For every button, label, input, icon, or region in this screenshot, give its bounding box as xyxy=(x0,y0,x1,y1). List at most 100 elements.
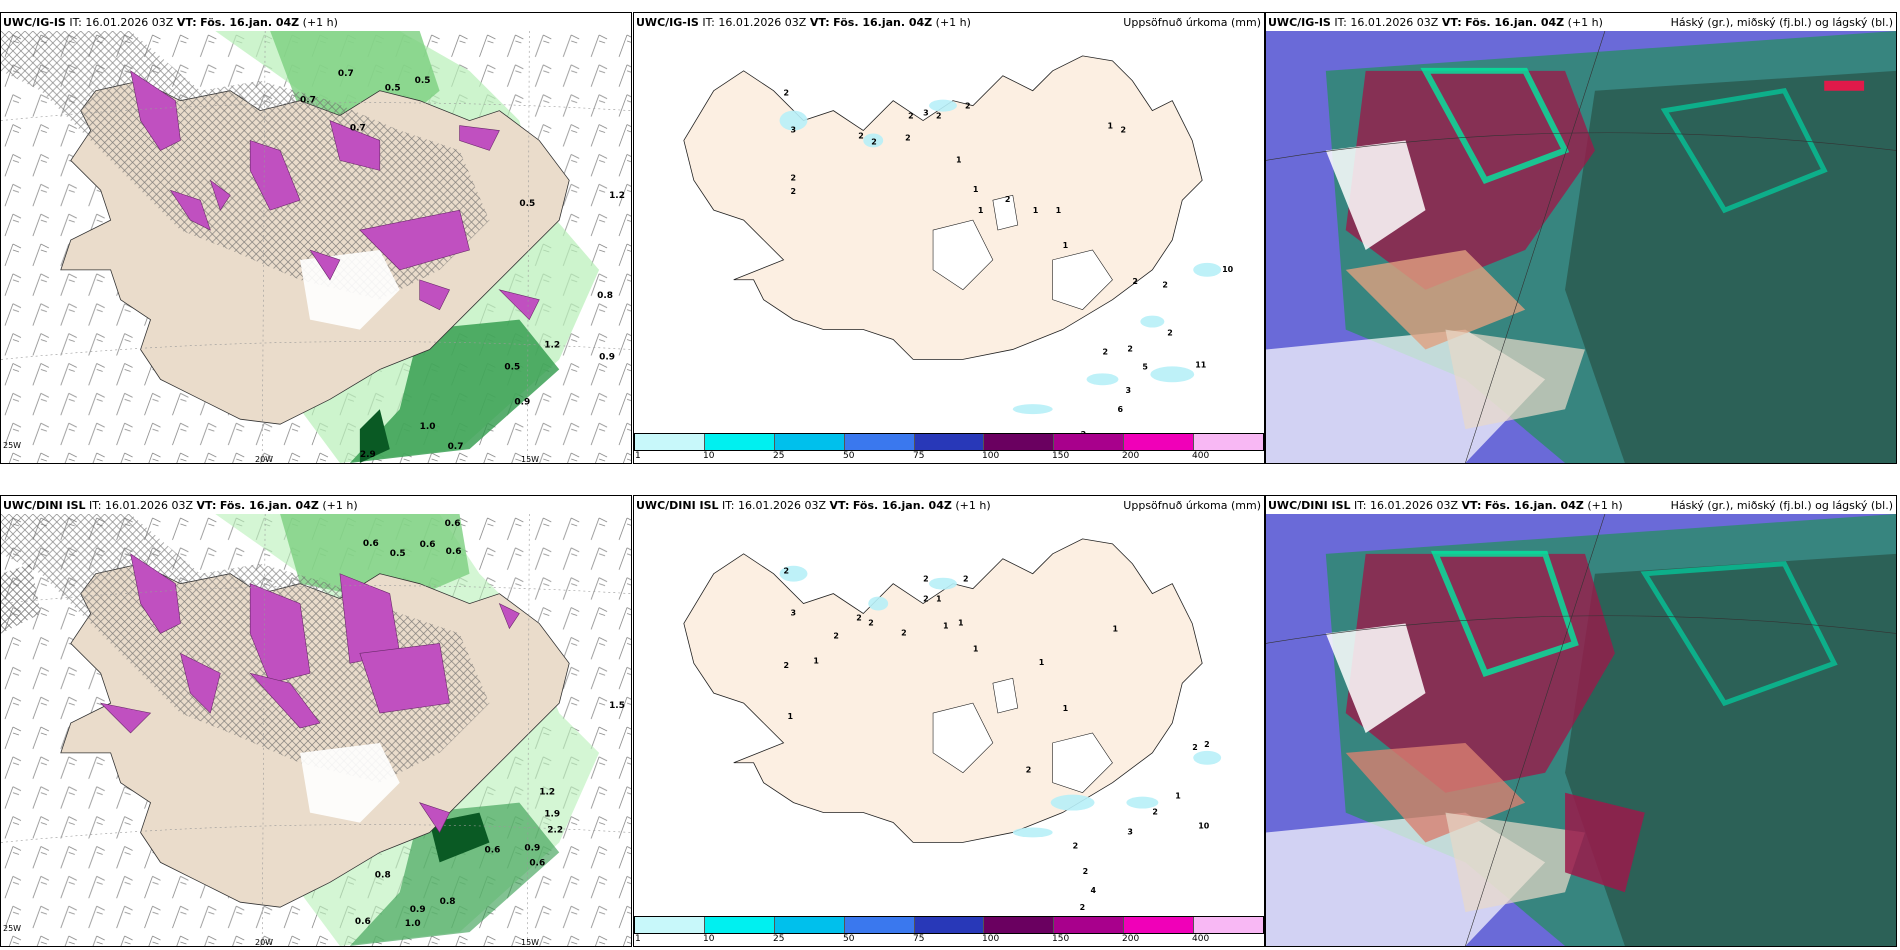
svg-text:0.9: 0.9 xyxy=(599,352,615,362)
scale-segment xyxy=(984,917,1055,933)
panel-top-left: UWC/IG-IS IT: 16.01.2026 03Z VT: Fös. 16… xyxy=(0,12,632,464)
svg-text:0.5: 0.5 xyxy=(519,199,535,209)
svg-text:2: 2 xyxy=(1152,808,1158,817)
scale-segment xyxy=(774,434,845,450)
svg-text:2: 2 xyxy=(784,661,790,670)
svg-text:2: 2 xyxy=(1083,867,1089,876)
cloud-map[interactable] xyxy=(1266,514,1896,946)
panel-header: UWC/IG-IS IT: 16.01.2026 03Z VT: Fös. 16… xyxy=(1268,16,1603,29)
scale-segment xyxy=(1194,434,1264,450)
svg-text:2: 2 xyxy=(936,112,942,121)
scale-segment xyxy=(1124,434,1195,450)
svg-text:1: 1 xyxy=(1063,704,1069,713)
precip-colorscale xyxy=(634,433,1264,451)
svg-text:0.7: 0.7 xyxy=(350,124,366,134)
scale-label: 50 xyxy=(843,934,855,944)
svg-text:0.7: 0.7 xyxy=(300,96,316,106)
cloud-map[interactable] xyxy=(1266,31,1896,463)
svg-text:2: 2 xyxy=(1080,903,1086,912)
svg-text:2: 2 xyxy=(856,613,862,622)
scale-label: 10 xyxy=(703,934,715,944)
svg-text:1: 1 xyxy=(1039,658,1045,667)
svg-text:0.5: 0.5 xyxy=(385,84,401,94)
svg-text:4: 4 xyxy=(1091,886,1097,895)
scale-label: 100 xyxy=(982,934,1000,944)
panel-header: UWC/IG-IS IT: 16.01.2026 03Z VT: Fös. 16… xyxy=(3,16,338,29)
svg-text:1.2: 1.2 xyxy=(539,788,555,798)
scale-segment xyxy=(704,917,775,933)
scale-label: 1 xyxy=(635,934,641,944)
scale-label: 75 xyxy=(913,934,925,944)
scale-label: 50 xyxy=(843,451,855,461)
svg-text:0.6: 0.6 xyxy=(355,917,371,927)
svg-text:2: 2 xyxy=(908,112,914,121)
svg-text:0.8: 0.8 xyxy=(440,897,456,907)
svg-text:2: 2 xyxy=(1192,743,1198,752)
svg-text:2: 2 xyxy=(791,187,797,196)
svg-text:0.6: 0.6 xyxy=(529,858,545,868)
svg-text:1: 1 xyxy=(978,206,984,215)
svg-text:0.9: 0.9 xyxy=(524,843,540,853)
svg-text:0.7: 0.7 xyxy=(448,442,464,452)
svg-text:1.0: 1.0 xyxy=(405,919,421,929)
panel-header: UWC/DINI ISL IT: 16.01.2026 03Z VT: Fös.… xyxy=(3,499,358,512)
svg-text:2: 2 xyxy=(784,567,790,576)
scale-label: 200 xyxy=(1122,934,1140,944)
svg-text:2: 2 xyxy=(963,575,969,584)
scale-segment xyxy=(844,434,915,450)
svg-text:2.9: 2.9 xyxy=(360,450,376,460)
scale-label: 75 xyxy=(913,451,925,461)
svg-text:0.7: 0.7 xyxy=(338,69,354,79)
scale-segment xyxy=(635,917,705,933)
panel-title: Uppsöfnuð úrkoma (mm) xyxy=(1123,16,1261,29)
svg-text:3: 3 xyxy=(1127,827,1133,836)
svg-text:5: 5 xyxy=(1142,362,1148,371)
svg-text:0.6: 0.6 xyxy=(363,539,379,549)
scale-segment xyxy=(774,917,845,933)
svg-text:1: 1 xyxy=(958,618,964,627)
scale-label: 1 xyxy=(635,451,641,461)
scale-segment xyxy=(914,917,985,933)
svg-text:0.5: 0.5 xyxy=(415,76,431,86)
svg-text:1.2: 1.2 xyxy=(609,191,625,201)
scale-label: 25 xyxy=(773,934,785,944)
svg-text:1: 1 xyxy=(813,656,819,665)
svg-text:3: 3 xyxy=(923,109,929,118)
weather-map[interactable]: 0.7 0.5 0.5 0.7 0.7 1.2 0.8 1.2 0.9 0.5 0.9 1.0 … xyxy=(1,31,631,463)
svg-text:1: 1 xyxy=(1112,624,1118,633)
scale-segment xyxy=(1124,917,1195,933)
scale-labels: 1 10 25 50 75 100 150 200 400 xyxy=(634,451,1264,463)
svg-text:2: 2 xyxy=(905,133,911,142)
panel-header: UWC/DINI ISL IT: 16.01.2026 03Z VT: Fös.… xyxy=(1268,499,1623,512)
svg-text:2: 2 xyxy=(1120,126,1126,135)
scale-segment xyxy=(635,434,705,450)
svg-text:0.8: 0.8 xyxy=(597,291,613,301)
lon-label: 15W xyxy=(521,938,540,947)
svg-text:2: 2 xyxy=(1103,347,1109,356)
svg-text:1: 1 xyxy=(973,644,979,653)
svg-text:1: 1 xyxy=(1056,206,1062,215)
scale-segment xyxy=(844,917,915,933)
panel-header: UWC/DINI ISL IT: 16.01.2026 03Z VT: Fös.… xyxy=(636,499,991,512)
svg-text:1: 1 xyxy=(1175,792,1181,801)
precip-colorscale xyxy=(634,916,1264,934)
svg-text:10: 10 xyxy=(1222,265,1234,274)
scale-segment xyxy=(704,434,775,450)
weather-map[interactable]: 0.6 0.6 0.5 0.6 0.6 1.5 1.2 1.9 0.6 0.9 0.6 0.8 … xyxy=(1,514,631,946)
svg-text:2: 2 xyxy=(1005,195,1011,204)
svg-text:10: 10 xyxy=(1198,821,1210,830)
svg-text:2: 2 xyxy=(1073,841,1079,850)
scale-label: 25 xyxy=(773,451,785,461)
panel-top-mid: UWC/IG-IS IT: 16.01.2026 03Z VT: Fös. 16… xyxy=(633,12,1265,464)
svg-text:0.5: 0.5 xyxy=(504,362,520,372)
panel-title: Háský (gr.), miðský (fj.bl.) og lágský (… xyxy=(1670,499,1893,512)
svg-text:2: 2 xyxy=(871,137,877,146)
svg-text:1.2: 1.2 xyxy=(544,341,560,351)
svg-text:2: 2 xyxy=(784,89,790,98)
svg-text:0.9: 0.9 xyxy=(410,905,426,915)
scale-segment xyxy=(914,434,985,450)
svg-text:2: 2 xyxy=(858,131,864,140)
svg-text:2: 2 xyxy=(965,102,971,111)
